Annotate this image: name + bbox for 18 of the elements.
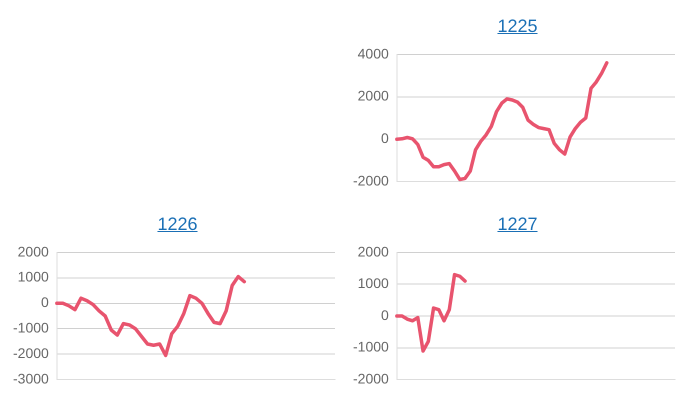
- y-tick-label: -2000: [352, 370, 390, 386]
- y-tick-label: 2000: [18, 243, 50, 260]
- y-tick-label: -2000: [12, 345, 50, 362]
- y-tick-label: 2000: [358, 88, 390, 104]
- y-tick-label: 4000: [358, 45, 390, 62]
- y-tick-label: 0: [41, 294, 50, 310]
- y-tick-label: 0: [381, 306, 390, 323]
- y-tick-label: -2000: [352, 172, 390, 188]
- y-tick-label: -1000: [12, 320, 50, 336]
- chart-title: 1226: [156, 213, 199, 236]
- y-tick-label: 1000: [18, 268, 50, 285]
- chart-title: 1225: [496, 15, 539, 38]
- chart-title: 1227: [496, 213, 539, 236]
- y-tick-label: 0: [381, 130, 390, 146]
- y-tick-label: -3000: [12, 370, 50, 386]
- y-tick-label: 2000: [358, 243, 390, 260]
- y-tick-label: 1000: [358, 275, 390, 292]
- y-tick-label: -1000: [352, 338, 390, 355]
